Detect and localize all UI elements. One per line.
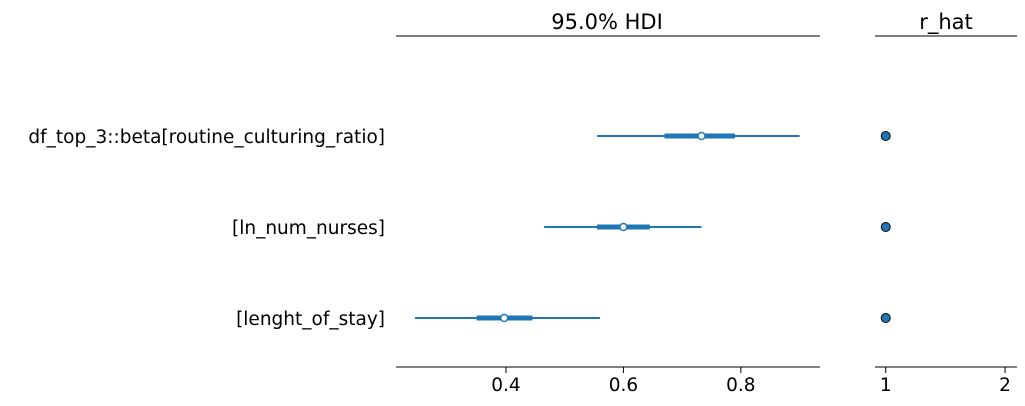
x-tick-label: 0.6 bbox=[609, 375, 638, 396]
x-tick-label: 0.4 bbox=[491, 375, 520, 396]
y-axis-labels: df_top_3::beta[routine_culturing_ratio] … bbox=[28, 127, 385, 330]
rhat-marks bbox=[880, 131, 891, 323]
median-point-lenght-of-stay bbox=[499, 313, 509, 323]
rhat-panel-title: r_hat bbox=[919, 10, 973, 35]
x-tick-label: 2 bbox=[999, 375, 1011, 396]
hdi-x-axis: 0.4 0.6 0.8 bbox=[491, 367, 756, 396]
median-point-ln-num-nurses bbox=[619, 222, 628, 232]
median-point-routine-culturing-ratio bbox=[697, 131, 706, 141]
rhat-point-ln-num-nurses bbox=[880, 222, 891, 232]
y-label-lenght-of-stay: [lenght_of_stay] bbox=[236, 309, 385, 330]
hdi-panel-title: 95.0% HDI bbox=[551, 10, 663, 34]
hdi-panel: 95.0% HDI 0.4 0.6 0.8 bbox=[396, 10, 820, 396]
hdi-marks bbox=[414, 131, 800, 323]
y-label-routine-culturing-ratio: df_top_3::beta[routine_culturing_ratio] bbox=[28, 127, 385, 148]
x-tick-label: 1 bbox=[880, 375, 892, 396]
rhat-point-lenght-of-stay bbox=[880, 313, 891, 323]
y-label-ln-num-nurses: [ln_num_nurses] bbox=[232, 218, 385, 239]
rhat-point-routine-culturing-ratio bbox=[880, 131, 891, 141]
x-tick-label: 0.8 bbox=[726, 375, 755, 396]
